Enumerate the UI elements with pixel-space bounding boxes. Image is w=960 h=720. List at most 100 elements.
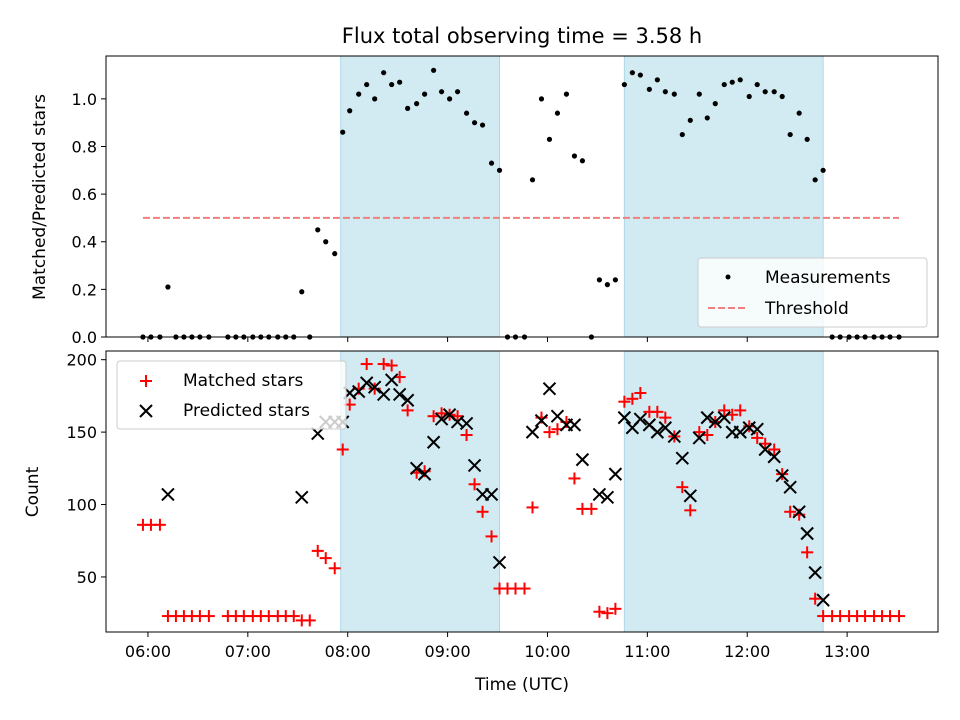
- chart-title: Flux total observing time = 3.58 h: [342, 24, 702, 48]
- measurement-point: [438, 89, 445, 95]
- measurement-point: [787, 131, 793, 138]
- matched-star-point: [202, 610, 215, 623]
- y-tick-label: 0.2: [72, 280, 97, 299]
- measurement-point: [571, 153, 578, 159]
- matched-star-point: [784, 505, 797, 518]
- matched-star-point: [153, 518, 166, 531]
- measurement-point: [771, 89, 777, 95]
- matched-star-point: [618, 395, 631, 408]
- matched-star-point: [585, 502, 598, 515]
- bottom-shaded-regions: [340, 350, 824, 633]
- measurement-point: [629, 70, 635, 76]
- matched-star-point: [485, 530, 498, 543]
- bottom-legend-box: [116, 360, 347, 430]
- measurement-point: [563, 91, 570, 97]
- predicted-star-point: [767, 450, 781, 464]
- predicted-star-point: [434, 412, 449, 426]
- measurement-point: [471, 120, 478, 126]
- predicted-star-point: [608, 467, 623, 481]
- predicted-star-point: [295, 490, 309, 505]
- y-tick-label: 0.4: [72, 233, 97, 252]
- predicted-star-point: [459, 416, 474, 431]
- y-tick-label: 100: [66, 496, 97, 515]
- matched-star-point: [626, 392, 639, 405]
- matched-star-point: [311, 544, 324, 557]
- measurement-point: [496, 167, 503, 173]
- matched-star-point: [319, 552, 332, 565]
- measurement-point: [389, 81, 395, 88]
- matched-star-point: [377, 358, 390, 371]
- top-x-ticks: [147, 337, 848, 342]
- measurement-point: [637, 72, 643, 78]
- matched-star-point: [609, 602, 622, 615]
- measurement-point: [579, 158, 586, 164]
- measurement-point: [479, 122, 486, 128]
- matched-star-point: [303, 614, 316, 627]
- measurement-point: [323, 239, 329, 245]
- predicted-star-point: [492, 555, 507, 570]
- matched-star-point: [893, 610, 906, 623]
- matched-star-point: [568, 472, 581, 485]
- matched-star-point: [801, 546, 814, 559]
- matched-star-point: [601, 607, 614, 620]
- measurement-point: [372, 96, 378, 102]
- measurement-point: [381, 70, 387, 76]
- matched-star-point: [468, 478, 481, 491]
- legend-measurements-marker: [725, 274, 731, 280]
- predicted-star-point: [717, 410, 731, 425]
- predicted-star-point: [592, 487, 607, 502]
- top-y-axis-label: Matched/Predicted stars: [30, 94, 50, 300]
- legend-matched-label: Matched stars: [183, 371, 303, 391]
- measurement-point: [446, 96, 453, 102]
- y-tick-label: 0.8: [72, 137, 97, 156]
- predicted-star-point: [708, 415, 722, 429]
- matched-star-point: [518, 582, 531, 595]
- predicted-star-point: [775, 468, 789, 483]
- predicted-star-point: [633, 412, 648, 426]
- predicted-star-point: [758, 442, 772, 457]
- predicted-star-point: [392, 387, 407, 402]
- measurement-point: [463, 110, 470, 116]
- measurement-point: [538, 96, 545, 102]
- top-axes: 0.0 0.2 0.4 0.6 0.8 1.0 Matched/Predicted sta…: [30, 55, 939, 347]
- matched-star-point: [759, 437, 772, 450]
- bottom-legend: Matched stars Predicted stars: [116, 360, 347, 430]
- y-tick-label: 150: [66, 423, 97, 442]
- measurement-point: [356, 91, 362, 97]
- measurement-point: [729, 79, 735, 85]
- predicted-star-point: [783, 480, 797, 494]
- measurement-point: [347, 108, 353, 114]
- predicted-star-point: [650, 425, 665, 439]
- measurement-point: [488, 160, 495, 166]
- measurement-point: [612, 277, 618, 283]
- bottom-x-ticks: 06:00 07:00 08:00 09:00 10:00 11:00 12:00 13:00: [125, 632, 870, 661]
- y-tick-label: 50: [77, 568, 97, 587]
- matched-star-point: [751, 431, 764, 444]
- matched-star-point: [401, 404, 414, 417]
- matched-star-point: [385, 359, 398, 372]
- legend-predicted-label: Predicted stars: [183, 401, 310, 421]
- measurement-point: [364, 81, 370, 88]
- predicted-star-point: [542, 381, 557, 396]
- measurement-point: [315, 227, 321, 233]
- measurement-point: [340, 129, 346, 135]
- predicted-star-point: [816, 593, 830, 607]
- measurement-point: [299, 289, 305, 295]
- measurement-point: [687, 117, 693, 123]
- measurement-point: [820, 167, 826, 173]
- measurement-point: [422, 91, 428, 97]
- matched-star-point: [776, 468, 789, 481]
- measurement-point: [621, 81, 627, 88]
- measurement-point: [454, 89, 461, 95]
- predicted-star-point: [808, 565, 822, 580]
- top-legend-box: [697, 257, 928, 328]
- matched-star-point: [693, 426, 706, 439]
- predicted-star-point: [525, 425, 540, 439]
- measurement-point: [654, 77, 660, 83]
- y-tick-label: 0.0: [72, 328, 97, 347]
- predicted-star-point: [742, 421, 756, 435]
- measurement-point: [721, 81, 727, 88]
- predicted-star-point: [692, 431, 706, 445]
- shaded-interval: [623, 350, 824, 633]
- matched-star-point: [718, 404, 731, 417]
